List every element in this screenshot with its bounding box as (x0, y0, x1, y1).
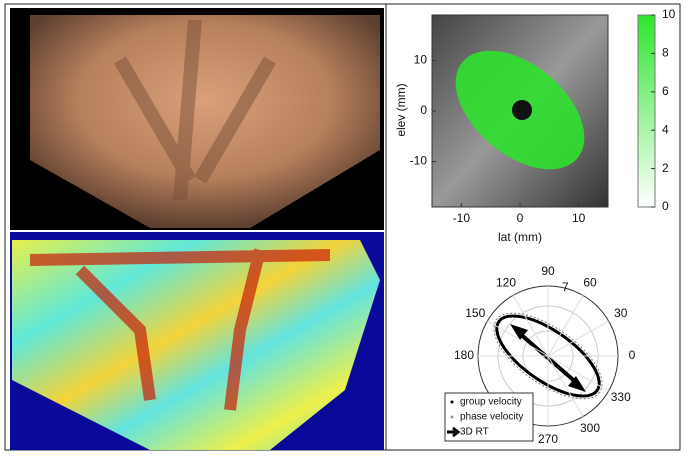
colorbar-tick-label: 4 (662, 122, 669, 136)
angle-label: 330 (611, 390, 631, 404)
velocity-curve (495, 314, 601, 398)
colorbar-tick-label: 6 (662, 84, 669, 98)
colorbar-tick-label: 8 (662, 46, 669, 60)
tissue-texture (113, 19, 277, 201)
angle-label: 300 (580, 421, 600, 435)
colorbar-tick-label: 2 (662, 161, 669, 175)
angle-label: 150 (465, 306, 485, 320)
y-tick-label: 0 (420, 103, 427, 117)
angle-label: 180 (454, 348, 474, 362)
x-axis-label: lat (mm) (498, 230, 542, 244)
map-hole (512, 100, 532, 120)
legend-box (444, 392, 534, 442)
angle-label: 60 (583, 275, 597, 289)
polar-spoke (487, 320, 549, 357)
y-tick-label: -10 (410, 154, 428, 168)
colorbar (637, 14, 656, 208)
polar-spoke (547, 355, 609, 392)
polar-spoke (547, 355, 584, 417)
polar-spoke (547, 295, 584, 357)
legend-symbol (450, 400, 454, 404)
angle-label: 270 (538, 432, 558, 446)
y-axis-label: elev (mm) (394, 83, 408, 136)
colorbar-tick-label: 10 (662, 7, 676, 21)
x-tick-label: 10 (572, 211, 586, 225)
x-tick-label: -10 (453, 211, 471, 225)
legend-symbol (447, 426, 461, 438)
angle-label: 30 (614, 306, 628, 320)
legend-symbol (450, 415, 454, 419)
legend-label: 3D RT (460, 427, 489, 438)
angle-label: 120 (496, 275, 516, 289)
x-tick-label: 0 (517, 211, 524, 225)
polar-spoke (512, 295, 549, 357)
legend-label: phase velocity (460, 412, 523, 423)
stiffness-texture (29, 248, 331, 411)
colorbar-tick-label: 0 (662, 199, 669, 213)
angle-label: 90 (541, 264, 555, 278)
rt-arrowhead (510, 324, 586, 392)
legend-label: group velocity (460, 397, 522, 408)
angle-label: 0 (629, 348, 636, 362)
y-tick-label: 10 (414, 53, 428, 67)
radial-label: 7 (562, 280, 569, 294)
velocity-curve (493, 312, 603, 400)
polar-spoke (547, 320, 609, 357)
